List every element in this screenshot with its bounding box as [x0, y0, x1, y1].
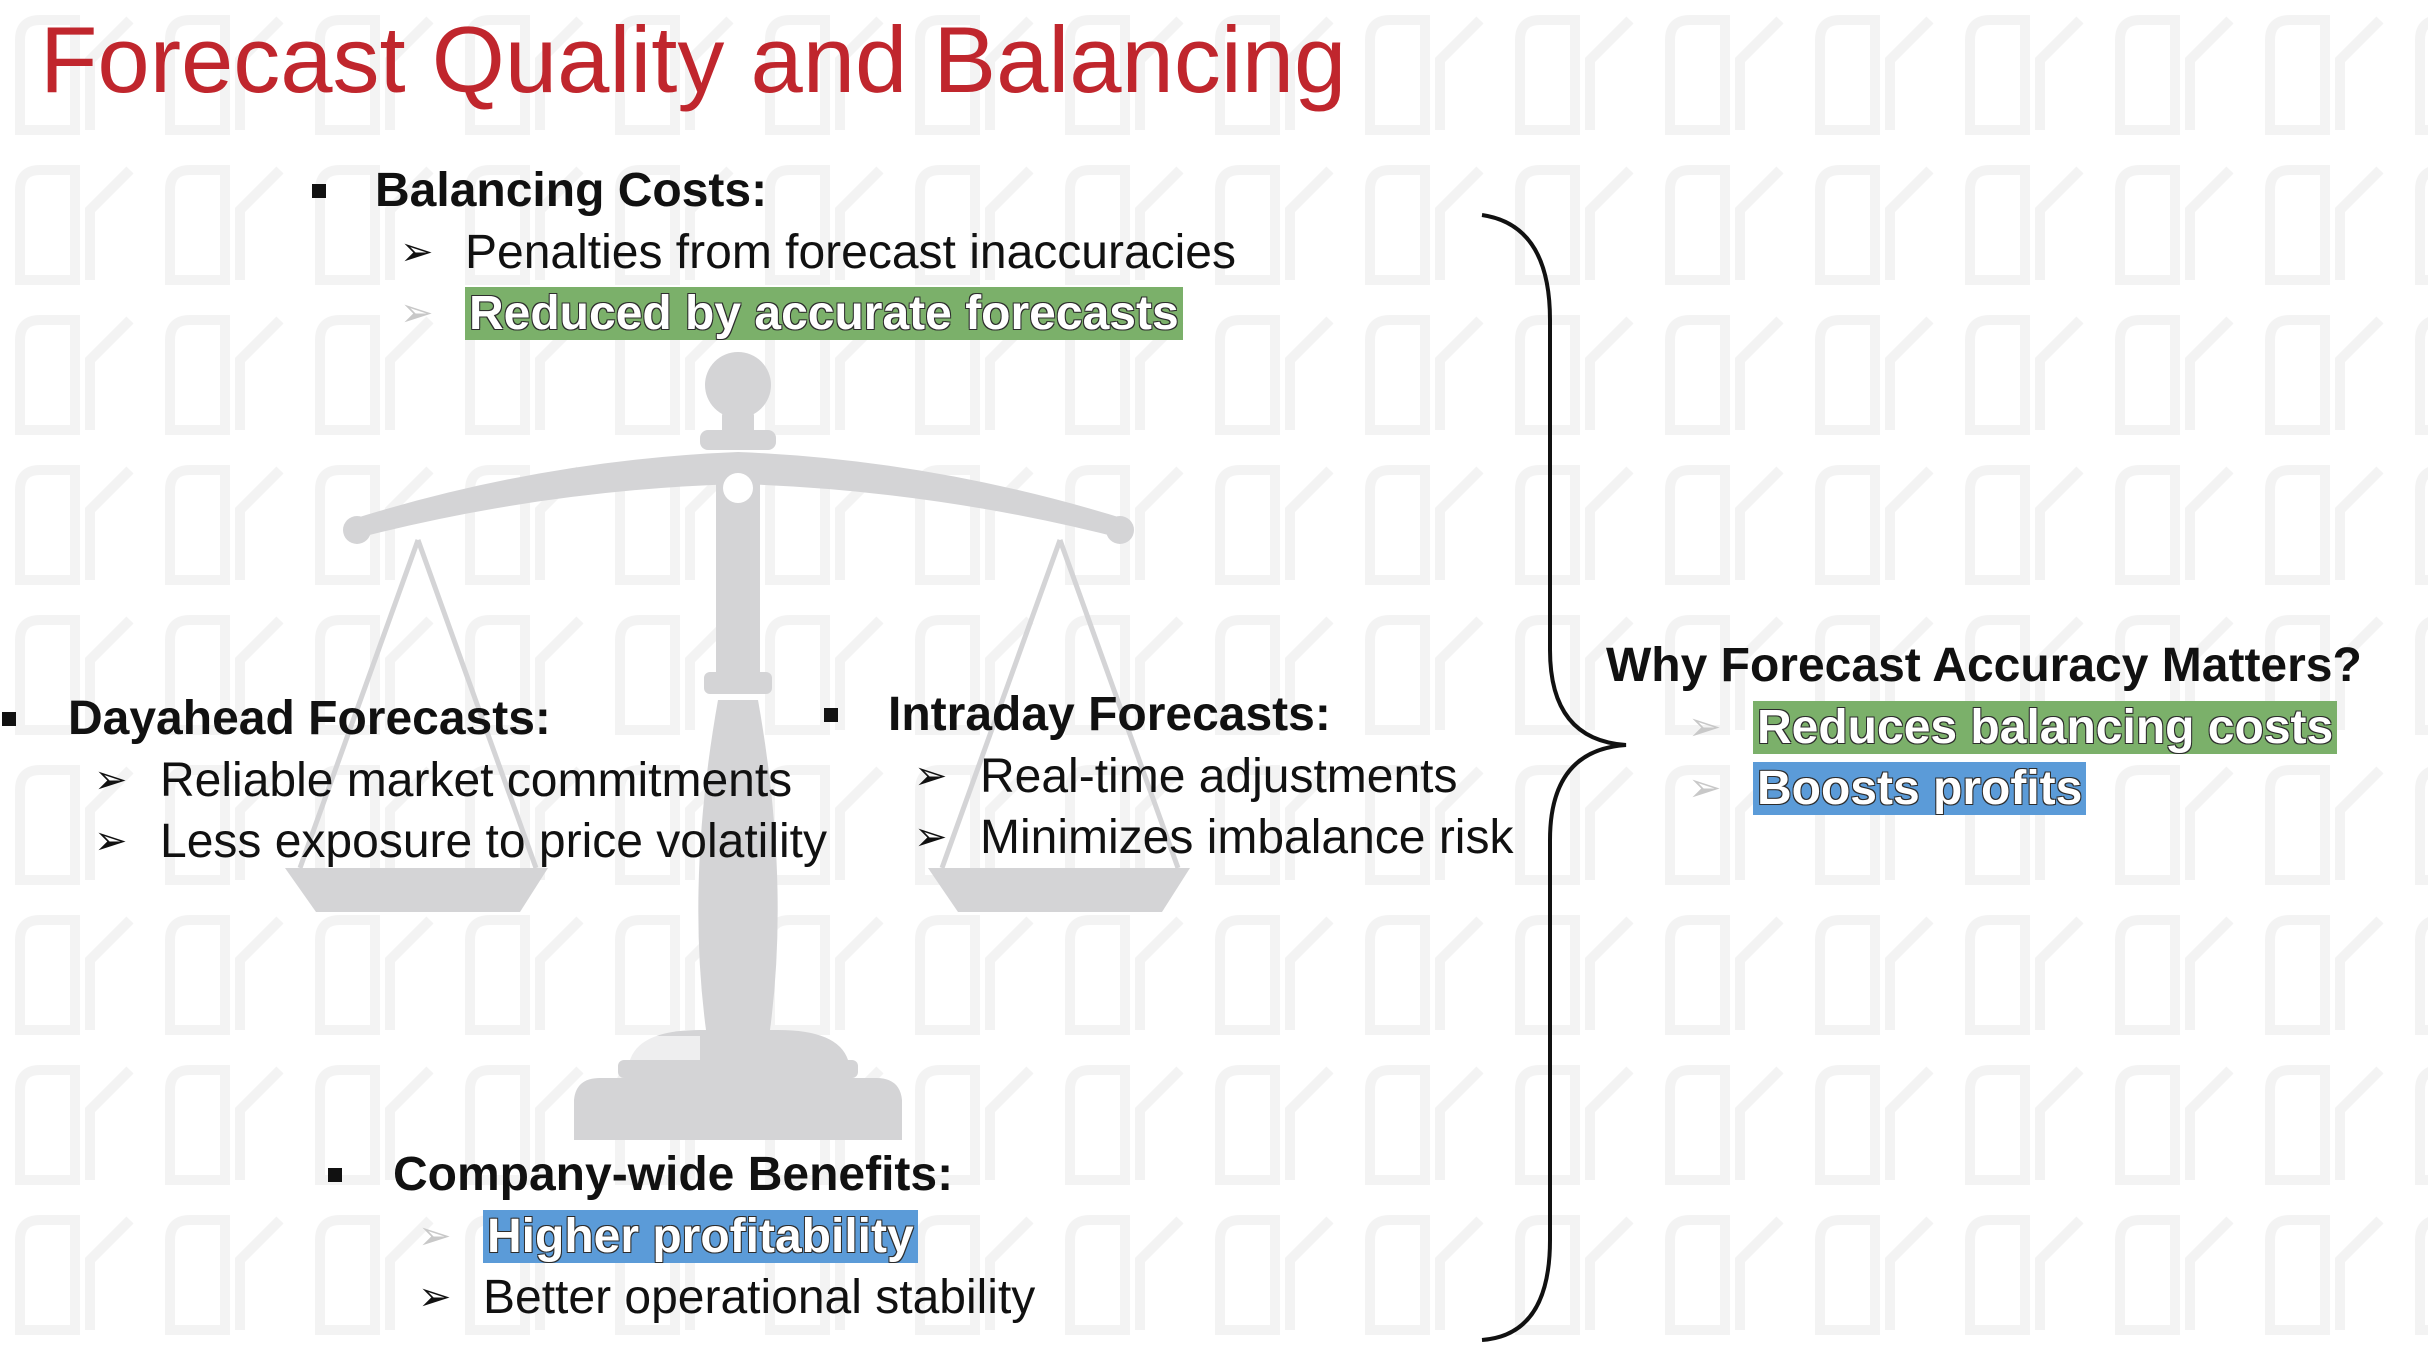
highlight-reduced-by-accurate-forecasts: Reduced by accurate forecasts [465, 287, 1183, 340]
company-benefits-heading-text: Company-wide Benefits: [393, 1148, 954, 1201]
square-bullet-icon [824, 708, 838, 722]
list-item: ➢ Penalties from forecast inaccuracies [310, 222, 1236, 283]
company-benefits-heading: Company-wide Benefits: [326, 1144, 1035, 1206]
list-item: ➢ Boosts profits [1606, 758, 2362, 819]
dayahead-item-text: Less exposure to price volatility [160, 815, 827, 868]
arrow-bullet-icon: ➢ [400, 230, 434, 274]
dayahead-forecasts-section: Dayahead Forecasts: ➢ Reliable market co… [0, 688, 827, 872]
arrow-bullet-icon: ➢ [914, 754, 948, 798]
list-item: ➢ Reliable market commitments [0, 750, 827, 811]
why-accuracy-heading: Why Forecast Accuracy Matters? [1606, 635, 2362, 697]
intraday-forecasts-heading: Intraday Forecasts: [822, 684, 1513, 746]
intraday-forecasts-section: Intraday Forecasts: ➢ Real-time adjustme… [822, 684, 1513, 868]
highlight-higher-profitability: Higher profitability [483, 1210, 918, 1263]
balancing-item-text: Penalties from forecast inaccuracies [465, 226, 1236, 279]
balancing-costs-heading: Balancing Costs: [310, 160, 1236, 222]
arrow-bullet-icon: ➢ [1688, 705, 1722, 749]
arrow-bullet-icon: ➢ [94, 819, 128, 863]
arrow-bullet-icon: ➢ [94, 758, 128, 802]
dayahead-forecasts-heading: Dayahead Forecasts: [0, 688, 827, 750]
arrow-bullet-icon: ➢ [1688, 766, 1722, 810]
intraday-item-text: Minimizes imbalance risk [980, 811, 1514, 864]
arrow-bullet-icon: ➢ [418, 1275, 452, 1319]
company-item-text: Better operational stability [483, 1271, 1036, 1324]
intraday-item-text: Real-time adjustments [980, 750, 1458, 803]
list-item: ➢ Minimizes imbalance risk [822, 807, 1513, 868]
square-bullet-icon [328, 1168, 342, 1182]
list-item: ➢ Reduces balancing costs [1606, 697, 2362, 758]
why-accuracy-section: Why Forecast Accuracy Matters? ➢ Reduces… [1606, 635, 2362, 819]
page-title: Forecast Quality and Balancing [40, 7, 1347, 112]
square-bullet-icon [2, 712, 16, 726]
why-accuracy-heading-text: Why Forecast Accuracy Matters? [1606, 639, 2362, 692]
list-item: ➢ Reduced by accurate forecasts [310, 283, 1236, 344]
list-item: ➢ Less exposure to price volatility [0, 811, 827, 872]
list-item: ➢ Better operational stability [326, 1267, 1035, 1328]
intraday-forecasts-heading-text: Intraday Forecasts: [888, 688, 1331, 741]
highlight-boosts-profits: Boosts profits [1753, 762, 2087, 815]
arrow-bullet-icon: ➢ [400, 291, 434, 335]
dayahead-forecasts-heading-text: Dayahead Forecasts: [68, 692, 551, 745]
arrow-bullet-icon: ➢ [418, 1214, 452, 1258]
highlight-reduces-balancing-costs: Reduces balancing costs [1753, 701, 2338, 754]
list-item: ➢ Higher profitability [326, 1206, 1035, 1267]
balancing-costs-section: Balancing Costs: ➢ Penalties from foreca… [310, 160, 1236, 344]
list-item: ➢ Real-time adjustments [822, 746, 1513, 807]
balancing-costs-heading-text: Balancing Costs: [375, 164, 768, 217]
dayahead-item-text: Reliable market commitments [160, 754, 793, 807]
company-benefits-section: Company-wide Benefits: ➢ Higher profitab… [326, 1144, 1035, 1328]
arrow-bullet-icon: ➢ [914, 815, 948, 859]
square-bullet-icon [312, 184, 326, 198]
